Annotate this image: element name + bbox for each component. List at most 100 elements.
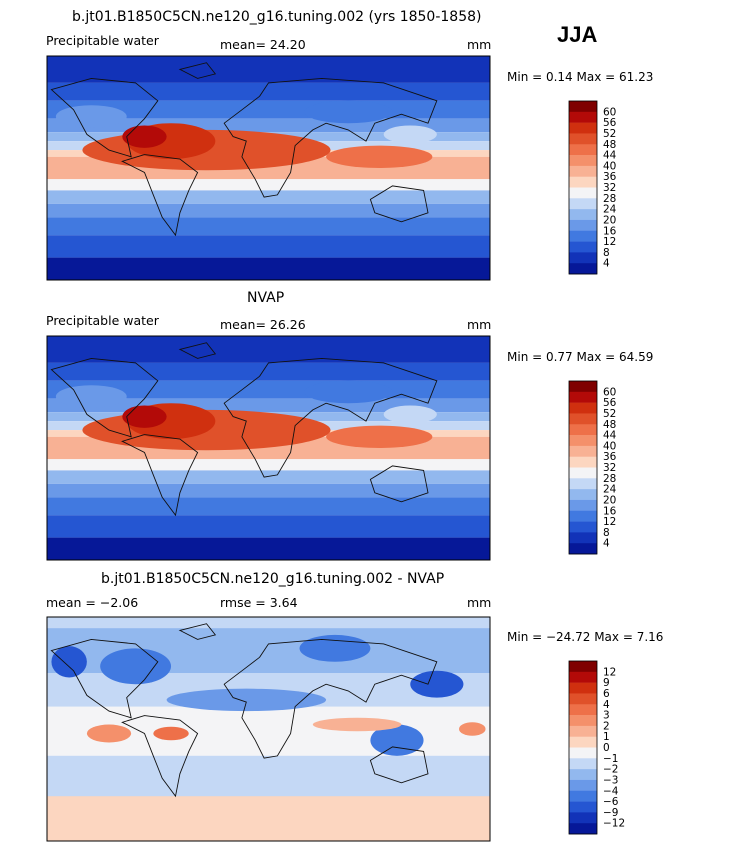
coastline-3-1 [223, 638, 438, 759]
colorbar-2-tick-label: 4 [603, 538, 610, 550]
panel-3-title: b.jt01.B1850C5CN.ne120_g16.tuning.002 - … [101, 571, 445, 587]
colorbar-1-tick-label: 12 [603, 236, 616, 248]
colorbar-2-tick-label: 32 [603, 462, 616, 474]
colorbar-3-tick-label: 4 [603, 699, 610, 711]
colorbar-3-swatch-6 [569, 715, 597, 727]
map-panel-3 [46, 616, 491, 842]
panel-2-variable: Precipitable water [46, 313, 159, 328]
colorbar-2-swatch-10 [569, 478, 597, 490]
panel-3-minmax: Min = −24.72 Max = 7.16 [507, 630, 664, 644]
colorbar-1-swatch-2 [569, 111, 597, 123]
panel-1-minmax: Min = 0.14 Max = 61.23 [507, 70, 654, 84]
colorbar-1-swatch-14 [569, 241, 597, 253]
colorbar-3-tick-label: −4 [603, 785, 619, 797]
colorbar-1-tick-label: 16 [603, 225, 617, 237]
coastline-2-3 [50, 357, 159, 438]
colorbar-2-swatch-9 [569, 467, 597, 479]
colorbar-1-tick-label: 32 [603, 182, 616, 194]
colorbar-3-swatch-7 [569, 725, 597, 737]
colorbar-2-swatch-16 [569, 543, 597, 555]
coastline-2-5 [178, 342, 217, 359]
colorbar-3-swatch-1 [569, 661, 597, 673]
colorbar-2-tick-label: 60 [603, 386, 616, 398]
map-field-3 [47, 617, 490, 841]
colorbar-1-tick-label: 20 [603, 214, 616, 226]
map-frame-1 [46, 55, 491, 281]
coastline-1-2 [369, 185, 429, 223]
colorbar-1-tick-label: 40 [603, 160, 616, 172]
colorbar-3-tick-label: −3 [603, 774, 618, 786]
colorbar-3-tick-label: −2 [603, 764, 618, 776]
colorbar-3-tick-label: 2 [603, 720, 610, 732]
colorbar-2-swatch-2 [569, 391, 597, 403]
panel-1-mean: mean= 24.20 [220, 37, 306, 52]
panel-1-variable: Precipitable water [46, 33, 159, 48]
panel-3-rmse: rmse = 3.64 [220, 595, 298, 610]
colorbar-3-swatch-3 [569, 682, 597, 694]
colorbar-2-tick-label: 16 [603, 505, 617, 517]
colorbar-1-tick-label: 36 [603, 171, 617, 183]
colorbar-2-tick-label: 56 [603, 397, 617, 409]
colorbar-1-swatch-6 [569, 155, 597, 167]
colorbar-1-swatch-10 [569, 198, 597, 210]
colorbar-1-tick-label: 4 [603, 258, 610, 270]
colorbar-2-swatch-4 [569, 413, 597, 425]
map-field-1 [47, 56, 490, 280]
colorbar-1-tick-label: 52 [603, 128, 616, 140]
colorbar-3-tick-label: −9 [603, 807, 618, 819]
colorbar-2-tick-label: 44 [603, 430, 617, 442]
colorbar-3-swatch-15 [569, 812, 597, 824]
colorbar-2-swatch-11 [569, 489, 597, 501]
colorbar-1-swatch-15 [569, 252, 597, 264]
colorbar-2-tick-label: 20 [603, 494, 616, 506]
panel-2-units: mm [467, 317, 492, 332]
colorbar-3-swatch-5 [569, 704, 597, 716]
colorbar-1-frame [568, 100, 598, 275]
panel-2-title: NVAP [247, 290, 285, 306]
colorbar-1-tick-label: 28 [603, 193, 616, 205]
colorbar-1-swatch-8 [569, 176, 597, 188]
colorbar-2-swatch-5 [569, 424, 597, 436]
colorbar-3-swatch-8 [569, 736, 597, 748]
colorbar-1-tick-label: 44 [603, 150, 617, 162]
colorbar-2-tick-label: 36 [603, 451, 617, 463]
colorbar-1-swatch-13 [569, 230, 597, 242]
coastline-3-2 [369, 746, 429, 784]
colorbar-2-swatch-8 [569, 456, 597, 468]
colorbar-2-tick-label: 8 [603, 527, 610, 539]
coastline-1-3 [50, 77, 159, 158]
colorbar-1-swatch-16 [569, 263, 597, 275]
coastline-3-3 [50, 638, 159, 719]
colorbar-1-swatch-4 [569, 133, 597, 145]
panel-1-title: b.jt01.B1850C5CN.ne120_g16.tuning.002 (y… [72, 9, 482, 25]
map-panel-1 [46, 55, 491, 281]
colorbar-2-swatch-15 [569, 532, 597, 544]
colorbar-1-swatch-7 [569, 165, 597, 177]
colorbar-2-swatch-1 [569, 381, 597, 393]
colorbar-1-tick-label: 48 [603, 139, 616, 151]
coastline-2-1 [223, 357, 438, 478]
colorbar-3-swatch-9 [569, 747, 597, 759]
colorbar-2-tick-label: 12 [603, 516, 616, 528]
colorbar-3-frame [568, 660, 598, 835]
colorbar-2-tick-label: 40 [603, 440, 616, 452]
colorbar-3-swatch-11 [569, 769, 597, 781]
colorbar-2-frame [568, 380, 598, 555]
colorbar-1-tick-label: 60 [603, 106, 616, 118]
colorbar-3-swatch-14 [569, 801, 597, 813]
colorbar-3-tick-label: −12 [603, 818, 625, 830]
colorbar-3-tick-label: 6 [603, 688, 610, 700]
colorbar-3-tick-label: 12 [603, 666, 616, 678]
colorbar-2-swatch-7 [569, 445, 597, 457]
panel-3-mean: mean = −2.06 [46, 595, 139, 610]
colorbar-2-swatch-6 [569, 435, 597, 447]
colorbar-3-tick-label: −6 [603, 796, 619, 808]
colorbar-2-swatch-13 [569, 510, 597, 522]
colorbar-1-tick-label: 24 [603, 204, 617, 216]
colorbar-1-swatch-3 [569, 122, 597, 134]
colorbar-3-tick-label: 3 [603, 710, 610, 722]
